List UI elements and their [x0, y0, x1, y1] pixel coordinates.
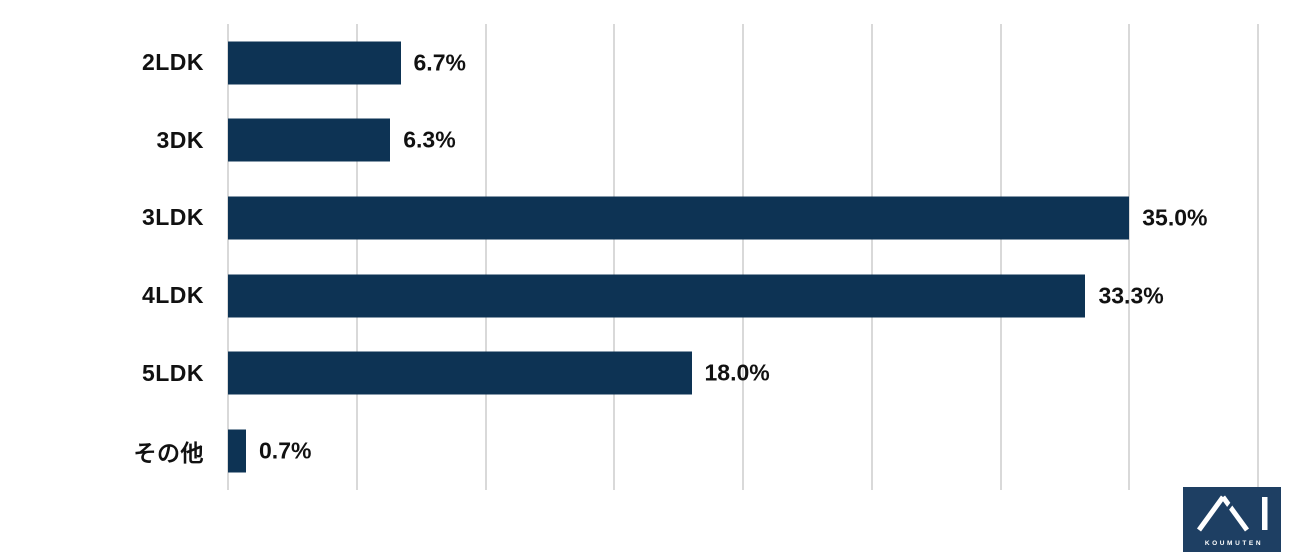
- bar-row: 2LDK 6.7%: [0, 24, 1293, 102]
- gridline: [999, 24, 1002, 490]
- value-label: 18.0%: [704, 359, 770, 386]
- gridline: [613, 24, 616, 490]
- category-label: 3LDK: [141, 204, 204, 231]
- category-label: 2LDK: [141, 49, 204, 76]
- gridline: [1257, 24, 1259, 490]
- category-label: 3DK: [156, 126, 204, 153]
- category-label: 5LDK: [141, 359, 204, 386]
- bar: [228, 196, 1130, 240]
- category-label: 4LDK: [141, 282, 204, 309]
- bar: [228, 41, 401, 85]
- gridline: [742, 24, 744, 490]
- gridline: [355, 24, 358, 490]
- bar-row: 4LDK 33.3%: [0, 257, 1293, 335]
- ai-chevron-icon: [1196, 495, 1268, 532]
- value-label: 33.3%: [1098, 282, 1164, 309]
- bar: [228, 351, 692, 395]
- gridline: [1128, 24, 1131, 490]
- value-label: 35.0%: [1142, 204, 1208, 231]
- bar-row: 3LDK 35.0%: [0, 179, 1293, 257]
- category-label: その他: [133, 439, 204, 466]
- bar: [228, 274, 1086, 318]
- gridline: [484, 24, 487, 490]
- bar: [228, 118, 391, 162]
- value-label: 6.7%: [413, 49, 466, 76]
- gridline: [227, 24, 229, 490]
- bar: [228, 429, 247, 473]
- company-logo: KOUMUTEN: [1183, 487, 1281, 552]
- value-label: 0.7%: [259, 437, 312, 464]
- bar-row: 3DK 6.3%: [0, 102, 1293, 180]
- gridline: [870, 24, 873, 490]
- bar-row: 5LDK 18.0%: [0, 334, 1293, 412]
- bar-row: その他 0.7%: [0, 412, 1293, 490]
- value-label: 6.3%: [403, 126, 456, 153]
- ai-logo-mark: KOUMUTEN: [1183, 487, 1281, 552]
- logo-text: KOUMUTEN: [1205, 540, 1263, 547]
